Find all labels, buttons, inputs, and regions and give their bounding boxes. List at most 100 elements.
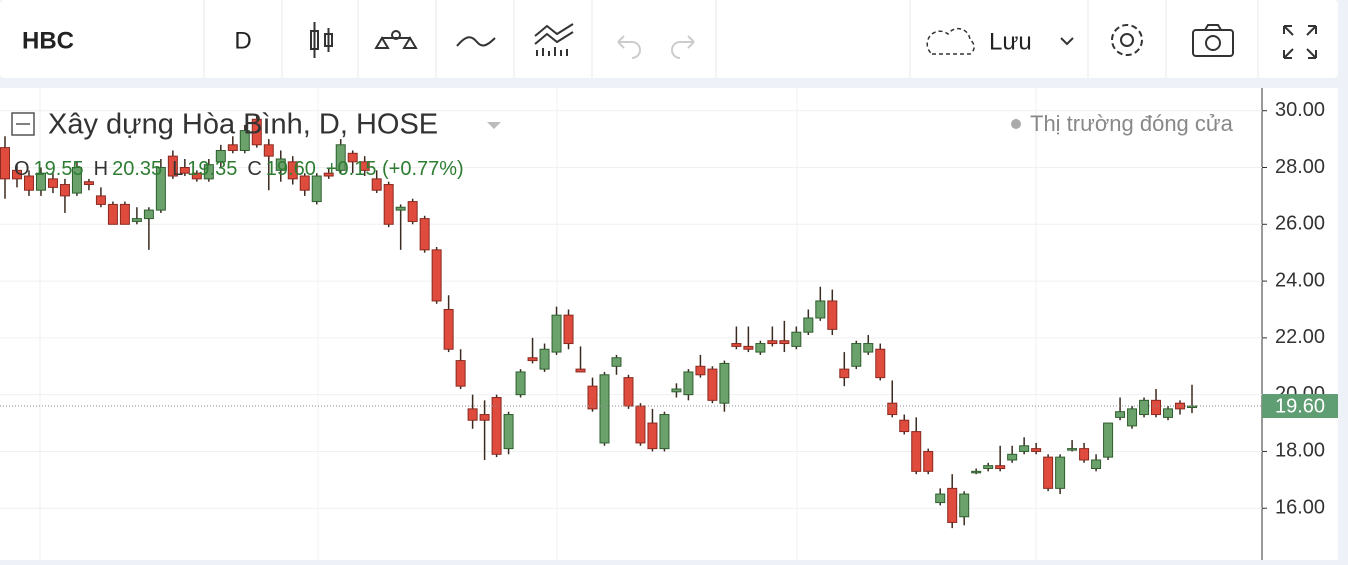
candle-body	[275, 158, 286, 171]
candle-body	[1139, 399, 1150, 416]
candle-body	[959, 493, 970, 518]
legend-overlay: Xây dựng Hòa Bình, D, HOSE Thị trường đó…	[11, 109, 1234, 180]
candle-body	[359, 161, 370, 171]
indicator-icon[interactable]	[374, 30, 418, 49]
interval-button[interactable]: D	[234, 27, 251, 54]
candle-body	[1043, 456, 1054, 489]
redo-icon[interactable]	[671, 35, 695, 59]
candle-body	[419, 218, 430, 251]
candle-body	[875, 348, 886, 379]
legend-key: L	[172, 158, 183, 180]
candle-body	[47, 178, 58, 188]
candle-body	[947, 487, 958, 523]
candle-body	[1115, 411, 1126, 418]
candle-body	[299, 175, 310, 191]
candle-body	[851, 343, 862, 367]
legend-key: H	[94, 158, 108, 180]
candle-body	[1127, 408, 1138, 427]
candle-body	[1031, 448, 1042, 452]
candle-body	[971, 470, 982, 474]
candle-body	[935, 493, 946, 504]
candle-body	[95, 195, 106, 205]
fullscreen-icon[interactable]	[1283, 25, 1317, 59]
candle-body	[911, 431, 922, 472]
candle-body	[179, 167, 190, 174]
candle-body	[479, 414, 490, 421]
candle-body	[527, 357, 538, 362]
symbol-button[interactable]: HBC	[22, 27, 74, 54]
save-button[interactable]: Lưu	[989, 28, 1032, 55]
candle-body	[347, 152, 358, 163]
y-tick-label: 26.00	[1275, 213, 1325, 235]
legend-change: +0.15 (+0.77%)	[326, 158, 464, 180]
candle-body	[215, 149, 226, 163]
candle-body	[983, 465, 994, 469]
candle-body	[59, 184, 70, 197]
template-icon[interactable]	[534, 23, 574, 56]
candle-body	[995, 465, 1006, 469]
legend-value: 20.35	[112, 158, 162, 180]
candle-body	[551, 314, 562, 353]
compare-icon[interactable]	[456, 36, 496, 47]
title-menu-arrow[interactable]	[487, 122, 501, 129]
candle-body	[263, 144, 274, 157]
cloud-icon[interactable]	[926, 27, 975, 55]
candle-body	[431, 249, 442, 302]
camera-icon[interactable]	[1192, 24, 1234, 57]
candle-body	[467, 408, 478, 421]
chart-panel	[0, 88, 1338, 560]
candle-body	[1151, 399, 1162, 416]
candle-body	[1079, 448, 1090, 461]
candle-icon[interactable]	[310, 22, 333, 58]
candle-body	[659, 414, 670, 450]
market-status: Thị trường đóng cửa	[1030, 111, 1234, 136]
candle-body	[755, 343, 766, 353]
candle-body	[899, 419, 910, 433]
candle-body	[695, 365, 706, 376]
candle-body	[203, 164, 214, 180]
candle-body	[455, 360, 466, 387]
undo-icon[interactable]	[617, 35, 641, 59]
candle-body	[611, 357, 622, 367]
y-tick-label: 18.00	[1275, 440, 1325, 462]
candle-body	[383, 184, 394, 225]
y-tick-label: 22.00	[1275, 326, 1325, 348]
candle-body	[743, 345, 754, 350]
candle-body	[227, 144, 238, 151]
settings-icon[interactable]	[1111, 24, 1143, 56]
candle-body	[335, 144, 346, 171]
candle-body	[191, 172, 202, 180]
y-tick-label: 28.00	[1275, 156, 1325, 178]
legend-value: 19.55	[34, 158, 84, 180]
candle-body	[1091, 459, 1102, 469]
candle-body	[599, 374, 610, 444]
candle-body	[23, 175, 34, 191]
candle-body	[839, 368, 850, 379]
save-menu-arrow[interactable]	[1060, 37, 1074, 46]
candle-body	[635, 405, 646, 444]
candle-body	[863, 343, 874, 353]
candle-body	[1175, 402, 1186, 410]
legend-value: 19.60	[266, 158, 316, 180]
ohlc-legend: O 19.55 H 20.35 L 19.35 C 19.60 +0.15 (+0.77%)	[14, 158, 464, 180]
candle-body	[707, 368, 718, 401]
price-axis: 16.0018.0020.0022.0024.0026.0028.0030.00…	[1262, 99, 1338, 519]
y-tick-label: 16.00	[1275, 497, 1325, 519]
toolbar: HBC D Lưu	[0, 0, 1338, 78]
candle-body	[287, 161, 298, 180]
candle-body	[683, 371, 694, 396]
candle-body	[239, 130, 250, 151]
collapse-icon[interactable]	[11, 112, 35, 136]
last-price-label: 19.60	[1275, 395, 1325, 417]
candle-body	[503, 414, 514, 450]
candle-body	[11, 169, 22, 180]
candle-body	[731, 343, 742, 347]
candle-body	[1019, 445, 1030, 452]
candle-body	[167, 155, 178, 177]
candle-body	[371, 178, 382, 191]
vertical-grid	[39, 88, 1037, 560]
candle-body	[131, 218, 142, 222]
candle-body	[491, 397, 502, 455]
candle-body	[1055, 456, 1066, 489]
